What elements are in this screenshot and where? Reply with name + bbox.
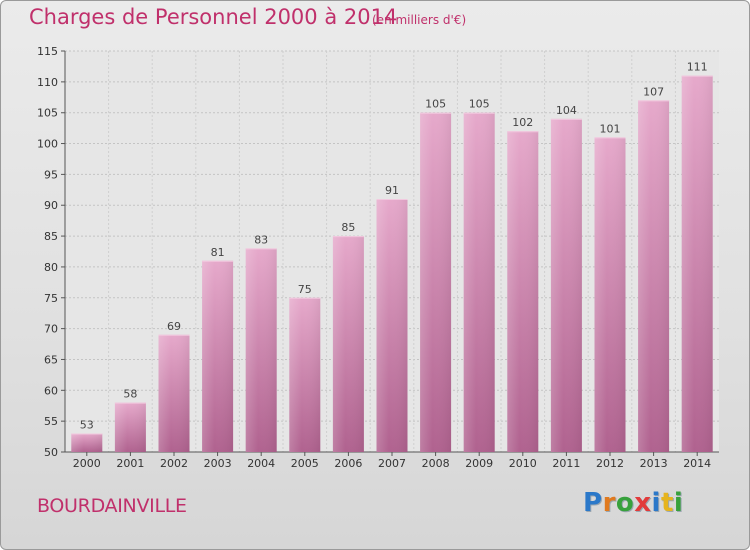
y-tick-label: 65 — [44, 353, 58, 366]
y-tick-label: 60 — [44, 384, 58, 397]
y-tick-label: 70 — [44, 323, 58, 336]
bar-shading — [594, 137, 626, 452]
chart-subtitle: (en milliers d'€) — [372, 13, 467, 27]
data-label: 102 — [512, 116, 533, 129]
x-tick-label: 2001 — [116, 457, 144, 470]
x-tick-label: 2012 — [596, 457, 624, 470]
data-label: 111 — [687, 61, 708, 74]
x-tick-label: 2003 — [204, 457, 232, 470]
data-label: 104 — [556, 104, 577, 117]
data-label: 105 — [469, 98, 490, 111]
logo-letter: o — [615, 488, 635, 518]
bar-shading — [158, 334, 190, 452]
x-tick-label: 2011 — [552, 457, 580, 470]
x-tick-label: 2005 — [291, 457, 319, 470]
y-tick-label: 80 — [44, 261, 58, 274]
x-tick-label: 2004 — [247, 457, 275, 470]
data-label: 81 — [211, 246, 225, 259]
data-label: 83 — [254, 233, 268, 246]
y-tick-label: 50 — [44, 446, 58, 459]
y-tick-label: 115 — [37, 45, 58, 58]
y-tick-label: 95 — [44, 168, 58, 181]
bar-shading — [245, 248, 277, 452]
y-tick-label: 100 — [37, 138, 58, 151]
logo-letter: i — [651, 488, 661, 518]
data-label: 75 — [298, 283, 312, 296]
logo-letter: t — [660, 488, 674, 518]
logo-letter: P — [583, 488, 603, 518]
x-tick-label: 2014 — [683, 457, 711, 470]
data-label: 101 — [600, 122, 621, 135]
bar-shading — [202, 260, 234, 452]
bar-shading — [507, 131, 539, 452]
x-tick-label: 2010 — [509, 457, 537, 470]
data-label: 85 — [341, 221, 355, 234]
data-label: 107 — [643, 85, 664, 98]
bar-shading — [71, 433, 103, 452]
data-label: 91 — [385, 184, 399, 197]
logo-letter: x — [634, 488, 652, 518]
x-tick-label: 2002 — [160, 457, 188, 470]
logo-letter: i — [673, 488, 684, 518]
x-tick-label: 2007 — [378, 457, 406, 470]
data-label: 53 — [80, 418, 94, 431]
data-label: 69 — [167, 320, 181, 333]
bar-shading — [420, 112, 452, 452]
x-tick-label: 2013 — [640, 457, 668, 470]
x-tick-label: 2006 — [334, 457, 362, 470]
bar-shading — [376, 199, 408, 452]
y-tick-label: 55 — [44, 415, 58, 428]
bar-shading — [638, 100, 670, 452]
bar-shading — [289, 297, 321, 452]
place-name: BOURDAINVILLE — [37, 495, 187, 517]
data-label: 58 — [123, 388, 137, 401]
bar-shading — [332, 236, 364, 452]
y-tick-label: 75 — [44, 292, 58, 305]
chart-title: Charges de Personnel 2000 à 2014 — [29, 5, 398, 29]
y-tick-label: 110 — [37, 76, 58, 89]
x-tick-label: 2000 — [73, 457, 101, 470]
y-tick-label: 105 — [37, 107, 58, 120]
bar-shading — [681, 75, 713, 452]
bar-shading — [463, 112, 495, 452]
data-label: 105 — [425, 98, 446, 111]
bar-shading — [114, 402, 146, 452]
logo-letter: r — [602, 488, 616, 518]
x-tick-label: 2008 — [422, 457, 450, 470]
y-tick-label: 85 — [44, 230, 58, 243]
bar-shading — [550, 118, 582, 452]
x-tick-label: 2009 — [465, 457, 493, 470]
proxiti-logo[interactable]: Proxiti — [583, 488, 683, 518]
y-tick-label: 90 — [44, 199, 58, 212]
